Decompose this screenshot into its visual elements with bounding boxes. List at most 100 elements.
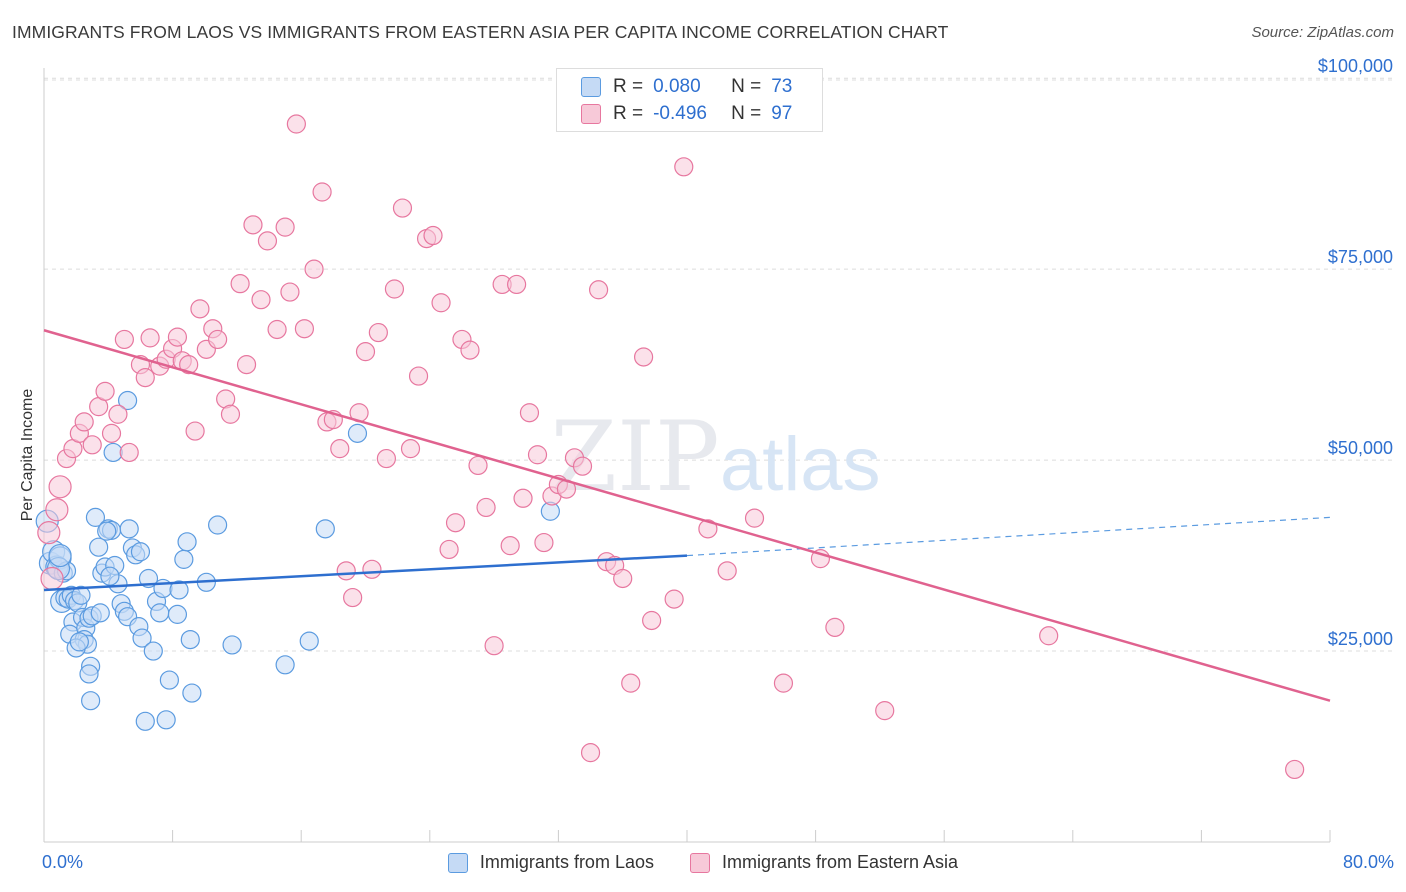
eastern-asia-point-0 bbox=[37, 521, 61, 545]
eastern-asia-point-70 bbox=[513, 488, 533, 508]
series-legend-swatch-eastern-asia bbox=[689, 852, 710, 873]
laos-point-52 bbox=[167, 604, 188, 624]
eastern-asia-point-47 bbox=[343, 587, 363, 608]
laos-point-55 bbox=[180, 629, 200, 650]
legend-ea-n-label: N = bbox=[731, 103, 762, 124]
legend-ea-n-value: 97 bbox=[771, 103, 793, 124]
series-legend-swatch-laos bbox=[447, 852, 468, 873]
eastern-asia-point-59 bbox=[431, 293, 451, 313]
y-tick-label-2: $75,000 bbox=[1328, 247, 1393, 267]
eastern-asia-point-17 bbox=[140, 328, 160, 348]
eastern-asia-point-35 bbox=[257, 231, 278, 251]
legend-row-laos: R = 0.080 N = 73 bbox=[581, 75, 792, 99]
eastern-asia-point-34 bbox=[251, 290, 271, 310]
laos-point-24 bbox=[69, 632, 89, 652]
eastern-asia-point-90 bbox=[717, 561, 737, 581]
eastern-asia-point-66 bbox=[484, 636, 504, 656]
correlation-legend: R = 0.080 N = 73 R = -0.496 N = 97 bbox=[556, 68, 823, 132]
eastern-asia-point-14 bbox=[119, 442, 139, 463]
laos-point-50 bbox=[156, 710, 176, 730]
eastern-asia-point-37 bbox=[275, 217, 295, 237]
eastern-asia-point-51 bbox=[368, 322, 388, 343]
legend-row-eastern-asia: R = -0.496 N = 97 bbox=[581, 102, 792, 126]
legend-ea-r-value: -0.496 bbox=[653, 103, 707, 124]
legend-laos-n-label: N = bbox=[731, 76, 762, 97]
laos-point-69 bbox=[90, 603, 110, 623]
laos-point-67 bbox=[130, 542, 151, 562]
eastern-asia-point-30 bbox=[220, 404, 241, 424]
series-legend-label-eastern-asia: Immigrants from Eastern Asia bbox=[721, 852, 959, 872]
eastern-asia-point-13 bbox=[114, 329, 134, 350]
laos-point-60 bbox=[275, 655, 295, 675]
eastern-asia-point-42 bbox=[312, 182, 332, 202]
eastern-asia-point-25 bbox=[190, 299, 210, 319]
eastern-asia-point-79 bbox=[580, 743, 601, 763]
watermark-atlas: atlas bbox=[720, 422, 881, 507]
laos-point-39 bbox=[119, 519, 139, 539]
eastern-asia-point-56 bbox=[408, 366, 429, 386]
eastern-asia-point-58 bbox=[423, 225, 443, 246]
eastern-asia-point-32 bbox=[236, 355, 257, 375]
eastern-asia-point-68 bbox=[500, 536, 520, 556]
eastern-asia-point-63 bbox=[460, 340, 480, 360]
eastern-asia-point-92 bbox=[773, 673, 794, 693]
laos-point-48 bbox=[150, 603, 170, 623]
eastern-asia-point-60 bbox=[439, 539, 459, 560]
y-tick-label-0: $25,000 bbox=[1328, 629, 1393, 649]
laos-point-64 bbox=[103, 442, 123, 463]
eastern-asia-point-8 bbox=[82, 435, 102, 455]
eastern-asia-point-12 bbox=[108, 404, 128, 424]
eastern-asia-point-89 bbox=[698, 519, 718, 539]
eastern-asia-point-97 bbox=[1285, 759, 1305, 780]
eastern-asia-point-55 bbox=[400, 439, 421, 459]
laos-point-28 bbox=[85, 507, 106, 527]
legend-laos-r-label: R = bbox=[613, 76, 644, 97]
eastern-asia-point-1 bbox=[40, 566, 64, 591]
eastern-asia-point-71 bbox=[519, 403, 540, 423]
eastern-asia-point-49 bbox=[355, 342, 376, 362]
eastern-asia-point-86 bbox=[642, 610, 662, 631]
eastern-asia-point-38 bbox=[280, 282, 300, 302]
laos-point-46 bbox=[143, 641, 163, 661]
source-label: Source: ZipAtlas.com bbox=[1251, 24, 1394, 41]
eastern-asia-point-23 bbox=[179, 355, 199, 375]
x-tick-label-max: 80.0% bbox=[1342, 852, 1394, 872]
eastern-asia-point-73 bbox=[534, 532, 554, 553]
laos-point-36 bbox=[100, 566, 120, 586]
watermark: ZIP atlas bbox=[550, 401, 880, 513]
eastern-asia-point-40 bbox=[294, 319, 315, 339]
laos-point-65 bbox=[117, 390, 138, 411]
series-legend: Immigrants from Laos Immigrants from Eas… bbox=[0, 852, 1406, 873]
eastern-asia-point-83 bbox=[613, 568, 633, 589]
eastern-asia-point-45 bbox=[330, 439, 350, 459]
laos-point-56 bbox=[182, 683, 202, 703]
eastern-asia-point-61 bbox=[445, 513, 466, 533]
axes bbox=[43, 68, 1331, 843]
trend-eastern-asia bbox=[43, 329, 1331, 702]
eastern-asia-point-69 bbox=[507, 274, 527, 295]
laos-point-53 bbox=[174, 549, 194, 569]
eastern-asia-point-72 bbox=[527, 445, 548, 465]
laos-point-68 bbox=[97, 521, 117, 541]
laos-point-72 bbox=[48, 543, 72, 568]
laos-point-59 bbox=[222, 635, 242, 655]
legend-swatch-laos bbox=[581, 77, 601, 97]
eastern-asia-point-3 bbox=[48, 475, 72, 499]
series-legend-eastern-asia: Immigrants from Eastern Asia bbox=[689, 852, 959, 873]
eastern-asia-point-10 bbox=[95, 381, 115, 401]
eastern-asia-point-85 bbox=[633, 347, 654, 367]
eastern-asia-point-96 bbox=[1039, 626, 1059, 646]
legend-laos-n-value: 73 bbox=[771, 76, 793, 97]
laos-point-51 bbox=[159, 670, 179, 690]
series-legend-laos: Immigrants from Laos bbox=[447, 852, 654, 873]
y-tick-label-1: $50,000 bbox=[1328, 438, 1393, 458]
eastern-asia-point-2 bbox=[45, 498, 69, 522]
y-tick-label-3: $100,000 bbox=[1318, 56, 1393, 76]
series-eastern-asia-points bbox=[37, 114, 1305, 780]
laos-point-63 bbox=[347, 423, 368, 443]
trend-laos bbox=[43, 554, 688, 592]
trend-laos-extension bbox=[686, 516, 1331, 557]
eastern-asia-point-54 bbox=[392, 198, 413, 218]
legend-swatch-eastern-asia bbox=[581, 104, 601, 124]
y-axis-label: Per Capita Income bbox=[19, 388, 36, 522]
